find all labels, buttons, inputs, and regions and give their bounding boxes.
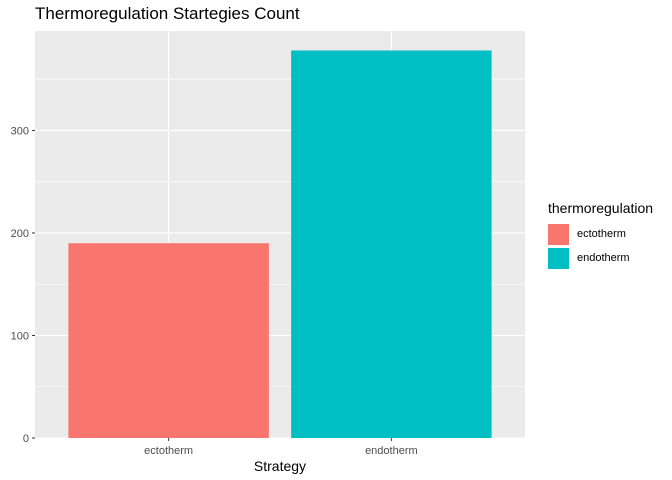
legend-key-endotherm	[548, 247, 569, 269]
legend-item-ectotherm: ectotherm	[548, 222, 653, 246]
legend: thermoregulation ectotherm endotherm	[548, 200, 653, 270]
x-axis: ectotherm endotherm	[144, 438, 418, 457]
legend-title: thermoregulation	[548, 200, 654, 216]
legend-label-ectotherm: ectotherm	[577, 228, 626, 240]
bars	[68, 50, 492, 439]
x-tick-label-endotherm: endotherm	[365, 445, 418, 457]
y-tick-label: 0	[23, 433, 29, 445]
y-tick-label: 100	[11, 330, 29, 342]
legend-item-endotherm: endotherm	[548, 246, 653, 270]
x-tick-label-ectotherm: ectotherm	[144, 445, 193, 457]
legend-key-ectotherm	[548, 223, 569, 245]
x-axis-title: Strategy	[254, 458, 306, 474]
y-tick-label: 300	[11, 125, 29, 137]
bar-endotherm	[291, 50, 492, 439]
bar-ectotherm	[68, 243, 269, 438]
y-tick-label: 200	[11, 228, 29, 240]
y-axis: 0 100 200 300	[11, 125, 35, 445]
legend-label-endotherm: endotherm	[577, 252, 630, 264]
chart-title: Thermoregulation Startegies Count	[35, 4, 300, 23]
